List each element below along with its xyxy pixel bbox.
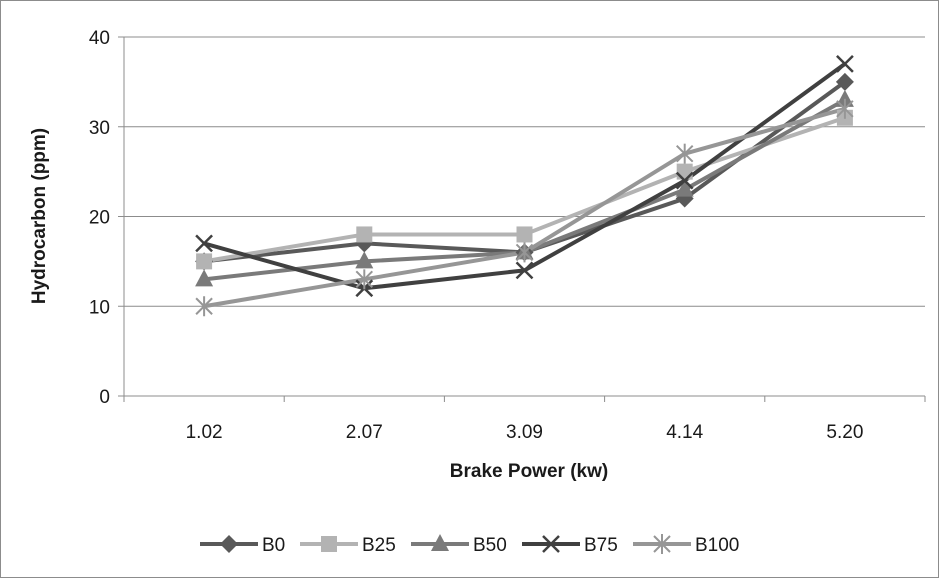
legend-marker [653, 534, 671, 554]
data-point-b75 [675, 171, 694, 190]
y-tick-label: 40 [89, 28, 110, 49]
x-tick-label: 3.09 [506, 422, 543, 443]
data-point-b50 [675, 179, 694, 197]
series-markers [195, 55, 854, 317]
data-point-b100 [515, 242, 534, 263]
legend-marker [542, 535, 560, 553]
x-tick-label: 5.20 [826, 422, 863, 443]
x-tick-label: 2.07 [346, 422, 383, 443]
data-point-b100 [355, 269, 374, 290]
axis-labels: Brake Power (kw) Hydrocarbon (ppm) 0 10 20… [29, 28, 863, 482]
y-tick-label: 20 [89, 208, 110, 229]
gridlines [124, 36, 925, 307]
data-point-b0 [835, 72, 854, 91]
legend: B0 B25 B50 B75 B100 [200, 534, 739, 556]
y-axis-title: Hydrocarbon (ppm) [29, 128, 50, 304]
y-tick-label: 0 [99, 387, 110, 408]
data-point-b25 [356, 226, 373, 243]
legend-item-b75: B75 [522, 535, 618, 556]
data-point-b25 [196, 253, 213, 270]
legend-item-b100: B100 [633, 534, 739, 556]
data-point-b100 [836, 98, 854, 119]
axes [118, 36, 926, 402]
y-tick-label: 10 [89, 297, 110, 318]
x-tick-label: 4.14 [666, 422, 703, 443]
data-point-b25 [516, 226, 533, 243]
legend-marker [321, 536, 337, 552]
legend-label: B75 [584, 535, 618, 556]
x-tick-label: 1.02 [186, 422, 223, 443]
data-point-b75 [515, 261, 534, 280]
x-axis-title: Brake Power (kw) [450, 461, 608, 482]
data-point-b50 [355, 251, 374, 269]
data-point-b75 [195, 234, 213, 253]
data-point-b50 [195, 269, 214, 287]
data-point-b25 [676, 163, 693, 180]
data-point-b75 [836, 55, 854, 73]
series-line-b100 [203, 106, 846, 309]
legend-item-b0: B0 [200, 535, 285, 556]
y-tick-label: 30 [89, 118, 110, 139]
legend-item-b50: B50 [411, 534, 507, 556]
data-point-b50 [835, 89, 854, 107]
legend-marker [220, 535, 238, 553]
legend-item-b25: B25 [300, 535, 396, 556]
data-point-b100 [675, 143, 694, 164]
legend-label: B25 [362, 535, 396, 556]
legend-label: B100 [695, 535, 739, 556]
legend-label: B50 [473, 535, 507, 556]
data-point-b100 [195, 296, 213, 317]
legend-label: B0 [262, 535, 285, 556]
legend-marker [431, 534, 449, 551]
